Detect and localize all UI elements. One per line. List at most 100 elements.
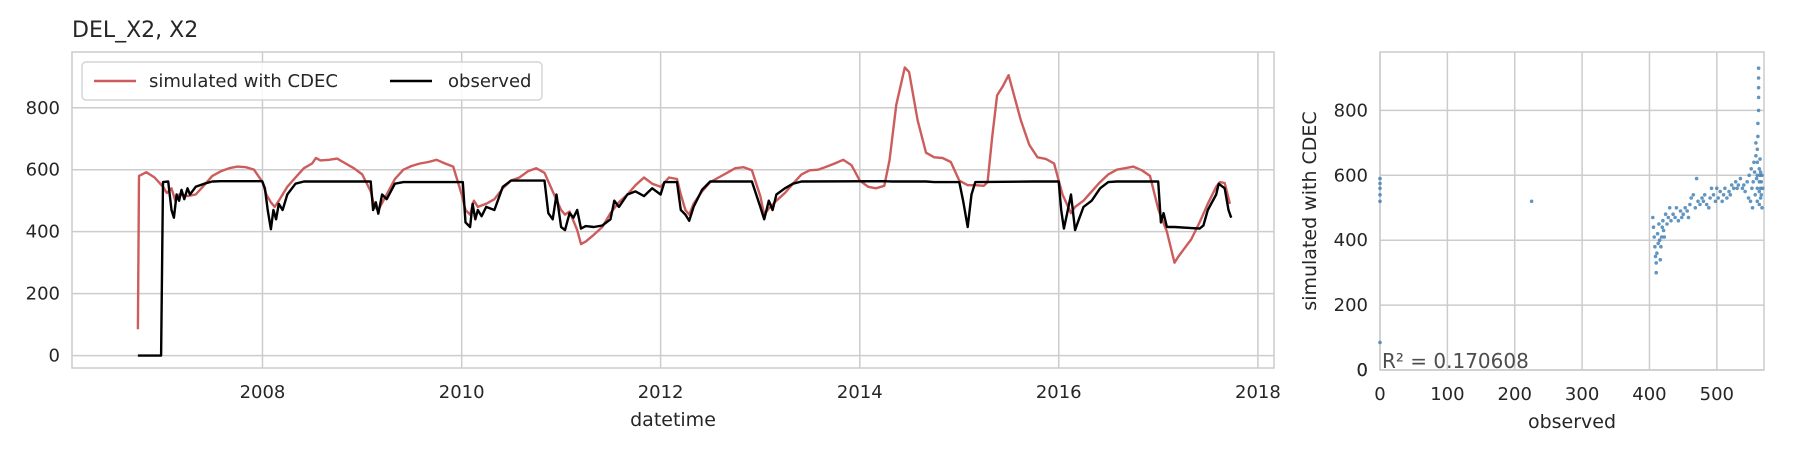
scatter-point [1654,270,1658,275]
scatter-point [1681,212,1685,216]
observed-series-line [137,179,1233,357]
scatter-point [1666,215,1671,220]
scatter-point [1756,108,1761,113]
scatter-point [1731,186,1736,191]
scatter-point [1378,176,1382,181]
legend-label-observed: observed [448,71,531,92]
scatter-point [1760,173,1764,178]
scatter-point [1378,199,1382,204]
scatter-point [1713,199,1718,204]
scatter-point [1651,225,1656,229]
scatter-point [1685,209,1689,213]
scatter-point [1754,154,1758,158]
scatter-point [1750,186,1754,191]
y-tick-label: 200 [26,284,60,305]
scatter-point [1657,238,1662,242]
scatter-point [1756,76,1761,80]
y-tick-label: 600 [26,160,60,181]
scatter-y-tick-label: 600 [1334,165,1368,186]
scatter-point [1657,222,1661,226]
scatter-point [1746,196,1751,200]
scatter-point [1727,189,1731,194]
scatter-point [1748,199,1753,204]
scatter-x-tick-label: 200 [1498,384,1532,405]
scatter-point [1755,160,1760,165]
scatter-point [1728,193,1733,197]
simulated-series-line [136,66,1232,330]
scatter-point [1736,183,1741,187]
x-tick-label: 2012 [638,382,684,403]
x-tick-label: 2018 [1235,382,1281,403]
legend-box [81,61,543,101]
scatter-point [1760,186,1765,191]
scatter-y-tick-label: 200 [1334,295,1368,316]
x-axis-label: datetime [630,409,716,431]
scatter-frame [1379,51,1765,371]
scatter-point [1674,206,1679,210]
scatter-y-axis-label: simulated with CDEC [1299,111,1321,310]
scatter-point [1756,85,1761,90]
scatter-point [1757,202,1762,207]
scatter-x-tick-label: 100 [1430,384,1464,405]
scatter-point [1669,218,1673,223]
scatter-point [1708,196,1712,200]
x-tick-label: 2008 [240,382,286,403]
scatter-point [1680,215,1684,220]
scatter-point [1756,95,1761,100]
scatter-point [1758,196,1763,200]
scatter-point [1378,186,1382,191]
scatter-point [1735,186,1739,191]
scatter-point [1747,173,1751,178]
scatter-x-tick-label: 0 [1374,384,1385,405]
plot-frame [71,51,1275,369]
scatter-point [1742,183,1746,187]
scatter-point [1745,180,1749,184]
scatter-point [1760,206,1764,210]
scatter-point [1716,196,1720,200]
scatter-point [1711,193,1716,197]
scatter-point [1701,199,1706,204]
scatter-point [1663,212,1668,216]
scatter-point [1756,134,1760,139]
scatter-point [1660,225,1665,229]
scatter-point [1653,244,1657,249]
scatter-point [1758,170,1763,174]
legend-label-simulated: simulated with CDEC [149,71,338,92]
scatter-point [1720,199,1724,204]
scatter-point [1673,215,1677,220]
scatter-point [1671,212,1675,216]
scatter-point [1704,202,1709,207]
scatter-point [1757,189,1762,194]
scatter-point [1755,199,1760,204]
scatter-point [1738,176,1743,181]
scatter-point [1721,193,1726,197]
scatter-point [1689,196,1693,200]
scatter-point [1707,206,1711,210]
scatter-point [1725,196,1729,200]
y-tick-label: 800 [26,98,60,119]
scatter-point [1691,193,1696,197]
scatter-point [1757,167,1762,171]
scatter-point [1651,215,1655,220]
scatter-point [1755,147,1760,152]
scatter-point [1655,231,1660,236]
scatter-point [1750,206,1755,210]
scatter-point [1696,199,1700,204]
scatter-point [1529,199,1534,204]
scatter-point [1659,244,1663,249]
scatter-point [1688,202,1692,207]
scatter-y-tick-label: 0 [1357,360,1368,381]
scatter-point [1755,186,1760,191]
x-tick-label: 2014 [837,382,883,403]
scatter-point [1758,157,1762,161]
scatter-point [1753,193,1757,197]
scatter-point [1683,206,1687,210]
scatter-point [1715,186,1719,191]
x-tick-label: 2016 [1036,382,1082,403]
scatter-x-tick-label: 300 [1565,384,1599,405]
scatter-point [1754,141,1758,145]
scatter-point [1729,183,1734,187]
scatter-point [1759,193,1764,197]
scatter-point [1655,251,1659,255]
scatter-point [1702,193,1707,197]
